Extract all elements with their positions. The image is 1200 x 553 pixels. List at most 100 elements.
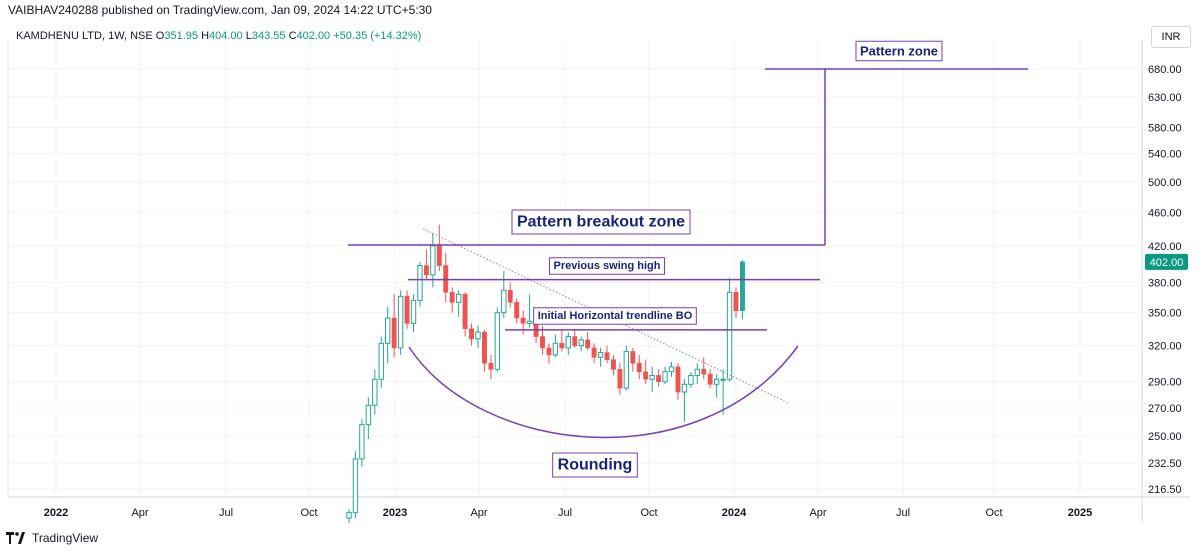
candle [346, 509, 352, 523]
candle [688, 371, 694, 389]
time-tick-label: Apr [131, 507, 148, 519]
candle [514, 298, 520, 324]
current-price-tag-bg [1145, 253, 1188, 270]
candle [546, 343, 552, 364]
candle [488, 354, 494, 380]
legend-low-label: L [245, 30, 252, 42]
candle [507, 282, 513, 308]
candle [449, 287, 455, 313]
horizontal-bo-label: Initial Horizontal trendline BO [533, 307, 697, 325]
candle-body [713, 378, 720, 385]
candle-body [378, 342, 384, 380]
candle-body [514, 302, 520, 319]
candle [611, 354, 616, 376]
pattern-zone-label: Pattern zone [855, 40, 943, 62]
candle [404, 290, 410, 329]
candles [346, 224, 745, 523]
candle-body [649, 374, 655, 380]
candle [475, 325, 481, 348]
legend-symbol: KAMDHENU LTD, 1W, NSE [16, 30, 153, 42]
candle [430, 232, 436, 288]
candle-body [656, 375, 662, 382]
time-tick-label: 2022 [44, 507, 68, 519]
candle [391, 294, 397, 358]
candle [720, 369, 726, 415]
price-tick-label: 232.50 [1148, 458, 1182, 470]
candle-body [546, 347, 552, 356]
candle [359, 418, 365, 467]
candle [591, 343, 597, 364]
candle-body [359, 424, 365, 460]
time-tick-label: 2023 [383, 507, 407, 519]
candle [462, 292, 468, 337]
candle-body [688, 374, 694, 385]
candle [701, 357, 707, 380]
footer: TradingView [6, 531, 98, 545]
candle [578, 336, 584, 352]
time-tick-label: Apr [809, 507, 826, 519]
horizontal-bo-label-text: Initial Horizontal trendline BO [538, 310, 693, 322]
time-tick-label: Jul [896, 507, 910, 519]
price-tick-label: 630.00 [1148, 92, 1182, 104]
candle-body [449, 292, 455, 303]
candle [585, 332, 591, 351]
time-tick-label: Apr [470, 507, 487, 519]
candle-body [410, 299, 417, 324]
candle-body [643, 371, 649, 380]
time-axis: 2022 Apr Jul Oct 2023 Apr Jul Oct 2024 Apr Jul Oct 2… [44, 507, 1092, 519]
current-price-tag: 402.00 [1145, 253, 1188, 270]
time-tick-label: Jul [219, 507, 233, 519]
candle [365, 397, 372, 440]
candle [649, 366, 655, 393]
candle [372, 369, 378, 415]
candle-body [520, 317, 526, 324]
pattern-zone-label-box [855, 40, 943, 62]
candle [681, 379, 688, 422]
candle-body [604, 352, 610, 360]
rounding-arc [408, 345, 799, 439]
candle [410, 294, 417, 333]
legend-low: 343.55 [251, 30, 286, 42]
candle-body [662, 371, 668, 383]
candle [417, 261, 423, 307]
candle-body [585, 339, 591, 349]
legend-open-label: O [155, 30, 165, 42]
time-tick-label: Oct [640, 507, 657, 519]
candle [656, 369, 662, 387]
candle [668, 362, 675, 377]
price-tick-label: 500.00 [1148, 177, 1182, 189]
candle [565, 332, 571, 355]
swing-high-label-text: Previous swing high [554, 260, 661, 272]
currency-button[interactable]: INR [1151, 26, 1191, 48]
tradingview-logo-icon [6, 532, 25, 544]
candle [436, 224, 442, 272]
candle [572, 328, 578, 348]
price-chart[interactable]: 216.50 232.50 250.00 270.00 290.00 320.00 350.… [0, 23, 1200, 523]
candle-body [552, 342, 559, 356]
candle [604, 345, 610, 364]
legend-close: 402.00 [296, 30, 331, 42]
pattern-zone-label-text: Pattern zone [860, 44, 938, 59]
candle-body [352, 458, 359, 514]
price-tick-label: 250.00 [1148, 431, 1182, 443]
candle [469, 323, 475, 346]
candle-body [591, 347, 597, 358]
swing-high-label-box [549, 257, 665, 275]
chart-grid [7, 40, 1190, 522]
rounding-label-text: Rounding [558, 457, 633, 474]
swing-high-label: Previous swing high [549, 257, 665, 275]
candle-body [707, 373, 713, 385]
breakout-zone-label: Pattern breakout zone [511, 209, 691, 235]
candle-body [365, 404, 372, 426]
candle-body [617, 369, 623, 389]
candle [526, 294, 533, 328]
horizontal-bo-label-box [533, 307, 697, 325]
candle [378, 336, 384, 389]
price-tick-label: 460.00 [1148, 207, 1182, 219]
legend-close-label: C [288, 30, 297, 42]
candle [397, 290, 404, 355]
candle [617, 363, 623, 395]
candle [662, 366, 668, 385]
candle-body [720, 378, 726, 381]
candle-body [636, 362, 642, 373]
